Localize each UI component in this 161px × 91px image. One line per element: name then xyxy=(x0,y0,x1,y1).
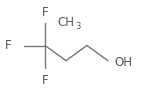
Text: F: F xyxy=(5,39,11,52)
Text: F: F xyxy=(42,74,48,87)
Text: F: F xyxy=(42,6,48,19)
Text: CH: CH xyxy=(57,16,75,29)
Text: 3: 3 xyxy=(75,22,80,31)
Text: OH: OH xyxy=(114,56,132,69)
